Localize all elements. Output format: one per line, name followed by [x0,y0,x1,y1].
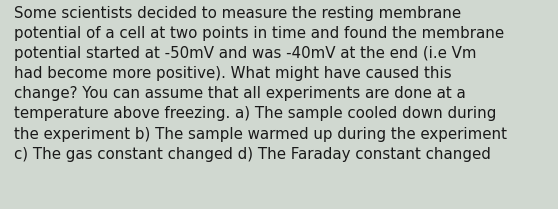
Text: Some scientists decided to measure the resting membrane
potential of a cell at t: Some scientists decided to measure the r… [14,6,507,162]
